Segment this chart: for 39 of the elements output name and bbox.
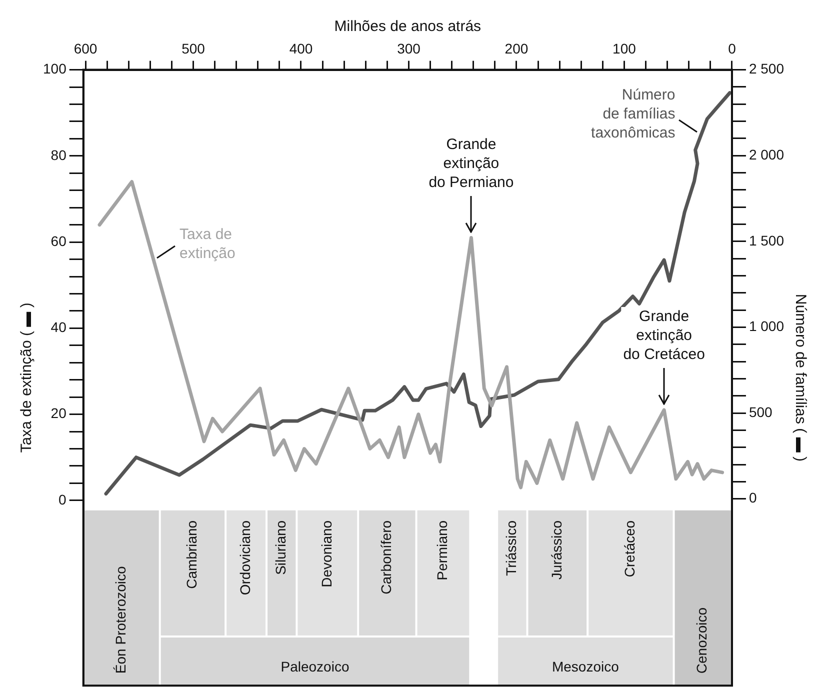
band-label: Éon Proterozoico xyxy=(112,566,128,674)
band-label: Permiano xyxy=(434,520,450,580)
band-label: Triássico xyxy=(503,520,520,576)
x-tick-label: 100 xyxy=(612,40,636,56)
y-tick-label: 100 xyxy=(43,60,67,77)
annotation: Grande extinção do Cretáceo xyxy=(621,306,707,364)
band-label: Carbonífero xyxy=(378,520,394,594)
x-tick-label: 600 xyxy=(74,40,98,56)
x-tick-label: 0 xyxy=(728,40,736,56)
band-label: Cambriano xyxy=(184,520,200,589)
series-label: Taxa de extinção xyxy=(177,224,238,263)
y-tick-label: 20 xyxy=(50,405,67,422)
y-axis-title: Taxa de extinção ( ▬ ) xyxy=(18,302,36,453)
band-label: Siluriano xyxy=(272,520,288,575)
band-label: Jurássico xyxy=(548,520,564,580)
y2-tick-label: 1 500 xyxy=(748,232,784,248)
y2-tick-label: 500 xyxy=(748,404,773,420)
y-tick-label: 0 xyxy=(58,491,67,508)
band-label: Devoniano xyxy=(318,520,334,588)
band-label: Paleozoico xyxy=(280,658,350,674)
y2-tick-label: 2 500 xyxy=(748,60,784,77)
band-label: Ordoviciano xyxy=(236,520,253,596)
y-tick-label: 40 xyxy=(50,319,67,336)
y-tick-label: 60 xyxy=(50,232,67,249)
band-label: Cretáceo xyxy=(622,520,638,578)
band-label: Mesozoico xyxy=(552,658,620,674)
x-axis-title: Milhões de anos atrás xyxy=(334,18,482,36)
annotation: Grande extinção do Permiano xyxy=(426,134,516,192)
x-tick-label: 400 xyxy=(289,40,313,56)
x-tick-label: 300 xyxy=(397,40,421,56)
y-tick-label: 80 xyxy=(50,146,67,163)
y2-tick-label: 1 000 xyxy=(748,318,784,334)
y2-tick-label: 0 xyxy=(748,490,757,506)
x-tick-label: 500 xyxy=(182,40,206,56)
x-tick-label: 200 xyxy=(504,40,528,56)
y2-tick-label: 2 000 xyxy=(748,146,784,162)
series-label: Número de famílias taxonômicas xyxy=(589,86,678,143)
y2-axis-title: Número de famílias ( ▬ ) xyxy=(792,294,809,462)
band-label: Cenozoico xyxy=(694,607,710,674)
